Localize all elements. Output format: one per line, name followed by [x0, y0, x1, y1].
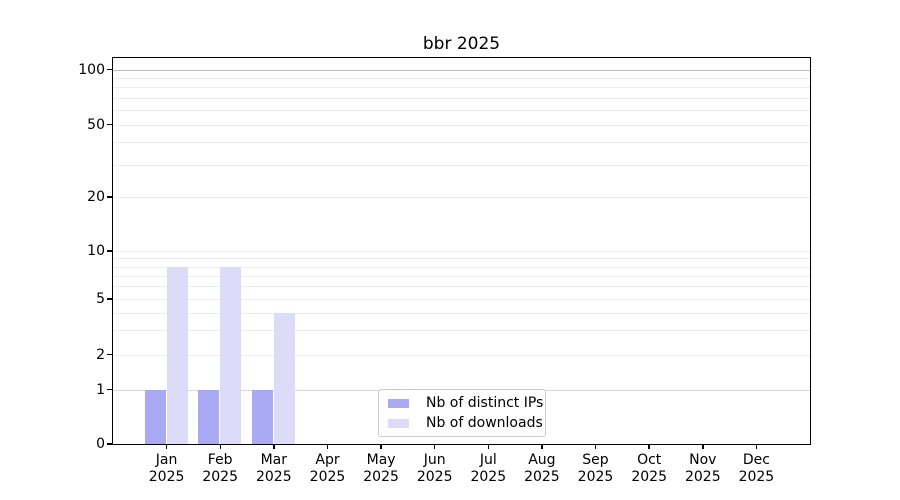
major-gridline: [113, 299, 810, 300]
legend-swatch-downloads: [388, 418, 409, 428]
x-tick-label: Jul 2025: [470, 452, 507, 485]
major-gridline: [113, 197, 810, 198]
minor-gridline: [113, 142, 810, 144]
y-tick-mark: [107, 68, 112, 71]
bar-distinct-ips: [251, 389, 273, 444]
x-tick-label: Dec 2025: [738, 452, 775, 485]
y-tick-mark: [107, 443, 112, 445]
chart-title: bbr 2025: [422, 34, 501, 54]
minor-gridline: [113, 87, 810, 89]
x-tick-mark: [380, 444, 382, 449]
y-tick-label: 1: [96, 381, 105, 398]
x-tick-label: Aug 2025: [524, 452, 560, 485]
minor-gridline: [113, 164, 810, 166]
bar-downloads: [220, 266, 242, 444]
x-tick-mark: [541, 444, 543, 449]
legend-swatch-distinct-ips: [388, 398, 409, 408]
y-tick-label: 50: [87, 116, 105, 133]
major-gridline: [113, 251, 810, 252]
y-tick-mark: [107, 298, 112, 300]
x-tick-mark: [273, 444, 275, 449]
x-tick-mark: [702, 444, 704, 449]
legend-label-downloads: Nb of downloads: [426, 415, 543, 431]
x-tick-mark: [433, 444, 436, 449]
x-tick-label: Jan 2025: [148, 452, 185, 485]
y-tick-mark: [107, 388, 112, 391]
y-tick-label: 2: [96, 346, 105, 363]
bar-distinct-ips: [198, 389, 220, 444]
minor-gridline: [113, 329, 810, 331]
x-tick-mark: [487, 444, 490, 449]
minor-gridline: [113, 312, 810, 314]
x-tick-mark: [755, 444, 758, 449]
x-tick-label: Oct 2025: [631, 452, 667, 485]
major-gridline: [113, 124, 810, 126]
minor-gridline: [113, 275, 810, 277]
legend-entry-downloads: Nb of downloads: [379, 415, 545, 431]
x-tick-mark: [165, 444, 168, 449]
x-tick-label: Apr 2025: [309, 452, 346, 485]
x-tick-label: Sep 2025: [577, 452, 614, 485]
y-tick-label: 10: [87, 243, 105, 259]
y-tick-label: 100: [78, 61, 105, 78]
x-tick-label: Feb 2025: [202, 452, 238, 485]
x-tick-mark: [219, 444, 221, 449]
y-tick-label: 0: [96, 436, 105, 452]
y-tick-mark: [107, 196, 112, 198]
legend: Nb of distinct IPs Nb of downloads: [378, 389, 546, 437]
legend-entry-distinct-ips: Nb of distinct IPs: [379, 395, 545, 411]
minor-gridline: [113, 266, 810, 268]
x-tick-label: Mar 2025: [255, 452, 292, 485]
major-gridline: [113, 354, 810, 356]
minor-gridline: [113, 77, 810, 79]
bar-downloads: [166, 266, 188, 444]
y-tick-mark: [107, 123, 112, 126]
x-tick-mark: [326, 444, 329, 449]
major-gridline: [113, 69, 810, 71]
bar-downloads: [273, 312, 295, 444]
y-tick-mark: [107, 250, 112, 252]
minor-gridline: [113, 97, 810, 99]
x-tick-mark: [648, 444, 650, 449]
axes: Nb of distinct IPs Nb of downloads: [111, 56, 811, 445]
legend-label-distinct-ips: Nb of distinct IPs: [426, 395, 544, 411]
x-tick-mark: [594, 444, 597, 449]
minor-gridline: [113, 110, 810, 111]
x-tick-label: Nov 2025: [684, 452, 721, 485]
bar-distinct-ips: [144, 389, 166, 444]
x-tick-label: May 2025: [363, 452, 399, 485]
y-tick-mark: [107, 353, 112, 356]
x-tick-label: Jun 2025: [416, 452, 453, 485]
minor-gridline: [113, 258, 810, 260]
y-tick-label: 5: [96, 291, 105, 307]
y-tick-label: 20: [87, 189, 105, 205]
minor-gridline: [113, 286, 810, 288]
